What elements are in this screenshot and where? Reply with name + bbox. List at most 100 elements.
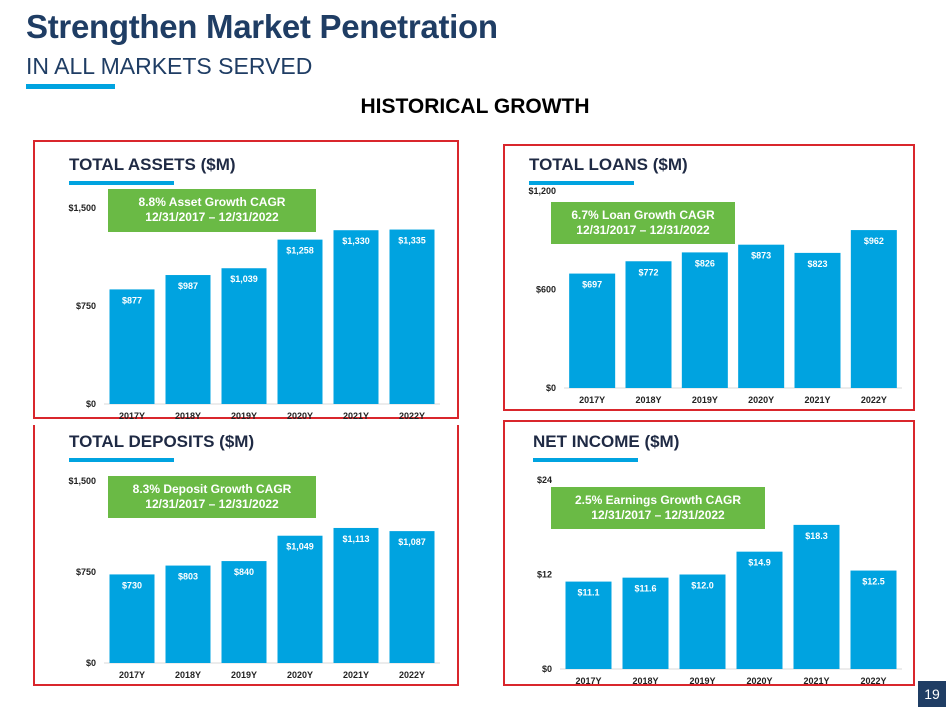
data-label: $12.0: [691, 581, 714, 591]
bar: [221, 268, 267, 404]
bar: [277, 535, 323, 663]
y-tick-label: $12: [537, 570, 552, 580]
bar: [109, 289, 155, 404]
callout-line-1: 6.7% Loan Growth CAGR: [571, 208, 715, 222]
chart-title-underline: [69, 458, 174, 462]
data-label: $697: [582, 280, 602, 290]
callout-line-1: 8.8% Asset Growth CAGR: [138, 195, 286, 209]
callout-deposit-cagr: 8.3% Deposit Growth CAGR 12/31/2017 – 12…: [108, 476, 316, 518]
callout-line-2: 12/31/2017 – 12/31/2022: [591, 508, 725, 522]
page-title: Strengthen Market Penetration: [26, 8, 498, 45]
data-label: $11.1: [577, 588, 599, 598]
bar: [277, 239, 323, 404]
bar: [165, 275, 211, 404]
y-tick-label: $0: [86, 658, 96, 668]
data-label: $1,087: [398, 537, 426, 547]
x-tick-label: 2017Y: [119, 411, 145, 421]
x-tick-label: 2021Y: [804, 395, 830, 405]
bar: [794, 252, 841, 388]
bar: [389, 531, 435, 663]
data-label: $1,330: [342, 236, 370, 246]
x-tick-label: 2020Y: [287, 670, 313, 680]
bar: [793, 524, 840, 669]
section-heading: HISTORICAL GROWTH: [360, 95, 590, 118]
x-tick-label: 2019Y: [689, 676, 715, 686]
x-tick-label: 2019Y: [231, 411, 257, 421]
page-number: 19: [918, 681, 946, 707]
page-subtitle: IN ALL MARKETS SERVED: [26, 53, 313, 79]
bar: [738, 244, 785, 388]
y-tick-label: $750: [76, 567, 96, 577]
bar: [565, 581, 612, 669]
x-tick-label: 2017Y: [575, 676, 601, 686]
bar: [681, 252, 728, 388]
panel-net-income: [503, 420, 915, 686]
x-tick-label: 2019Y: [692, 395, 718, 405]
chart-title-underline: [533, 458, 638, 462]
data-label: $14.9: [748, 558, 771, 568]
x-tick-label: 2018Y: [175, 411, 201, 421]
y-tick-label: $0: [542, 664, 552, 674]
chart-title-total-loans: TOTAL LOANS ($M): [529, 155, 688, 174]
panel-total-loans: [503, 144, 915, 411]
bar: [109, 574, 155, 663]
chart-title-underline: [69, 181, 174, 185]
data-label: $826: [695, 258, 715, 268]
y-tick-label: $1,200: [528, 186, 556, 196]
callout-line-2: 12/31/2017 – 12/31/2022: [576, 223, 710, 237]
data-label: $18.3: [805, 531, 828, 541]
data-label: $840: [234, 567, 254, 577]
bar: [165, 565, 211, 663]
data-label: $1,258: [286, 246, 314, 256]
chart-title-underline: [529, 181, 634, 185]
x-tick-label: 2022Y: [860, 676, 886, 686]
x-tick-label: 2017Y: [579, 395, 605, 405]
x-tick-label: 2021Y: [803, 676, 829, 686]
x-tick-label: 2018Y: [635, 395, 661, 405]
callout-line-2: 12/31/2017 – 12/31/2022: [145, 497, 279, 511]
data-label: $987: [178, 281, 198, 291]
callout-earnings-cagr: 2.5% Earnings Growth CAGR 12/31/2017 – 1…: [551, 487, 765, 529]
data-label: $877: [122, 295, 142, 305]
x-tick-label: 2019Y: [231, 670, 257, 680]
x-tick-label: 2017Y: [119, 670, 145, 680]
bar: [569, 273, 616, 388]
callout-line-1: 8.3% Deposit Growth CAGR: [132, 482, 292, 496]
y-tick-label: $24: [537, 475, 552, 485]
bar: [679, 574, 726, 669]
x-tick-label: 2022Y: [399, 411, 425, 421]
x-tick-label: 2021Y: [343, 670, 369, 680]
y-tick-label: $750: [76, 301, 96, 311]
title-accent-bar: [26, 84, 115, 89]
data-label: $730: [122, 580, 142, 590]
bar: [389, 229, 435, 404]
chart-title-total-assets: TOTAL ASSETS ($M): [69, 155, 236, 174]
bar: [850, 570, 897, 669]
data-label: $823: [807, 259, 827, 269]
data-label: $803: [178, 572, 198, 582]
y-tick-label: $1,500: [68, 203, 96, 213]
bar: [221, 561, 267, 663]
data-label: $1,335: [398, 236, 426, 246]
x-tick-label: 2018Y: [632, 676, 658, 686]
data-label: $962: [864, 236, 884, 246]
y-tick-label: $600: [536, 285, 556, 295]
bar: [850, 230, 897, 388]
callout-line-1: 2.5% Earnings Growth CAGR: [574, 493, 742, 507]
bar: [622, 577, 669, 669]
data-label: $772: [638, 267, 658, 277]
x-tick-label: 2020Y: [746, 676, 772, 686]
bar: [625, 261, 672, 388]
x-tick-label: 2018Y: [175, 670, 201, 680]
y-tick-label: $1,500: [68, 476, 96, 486]
chart-title-net-income: NET INCOME ($M): [533, 432, 680, 451]
x-tick-label: 2020Y: [748, 395, 774, 405]
x-tick-label: 2020Y: [287, 411, 313, 421]
x-tick-label: 2021Y: [343, 411, 369, 421]
callout-loan-cagr: 6.7% Loan Growth CAGR 12/31/2017 – 12/31…: [551, 202, 735, 244]
x-tick-label: 2022Y: [399, 670, 425, 680]
